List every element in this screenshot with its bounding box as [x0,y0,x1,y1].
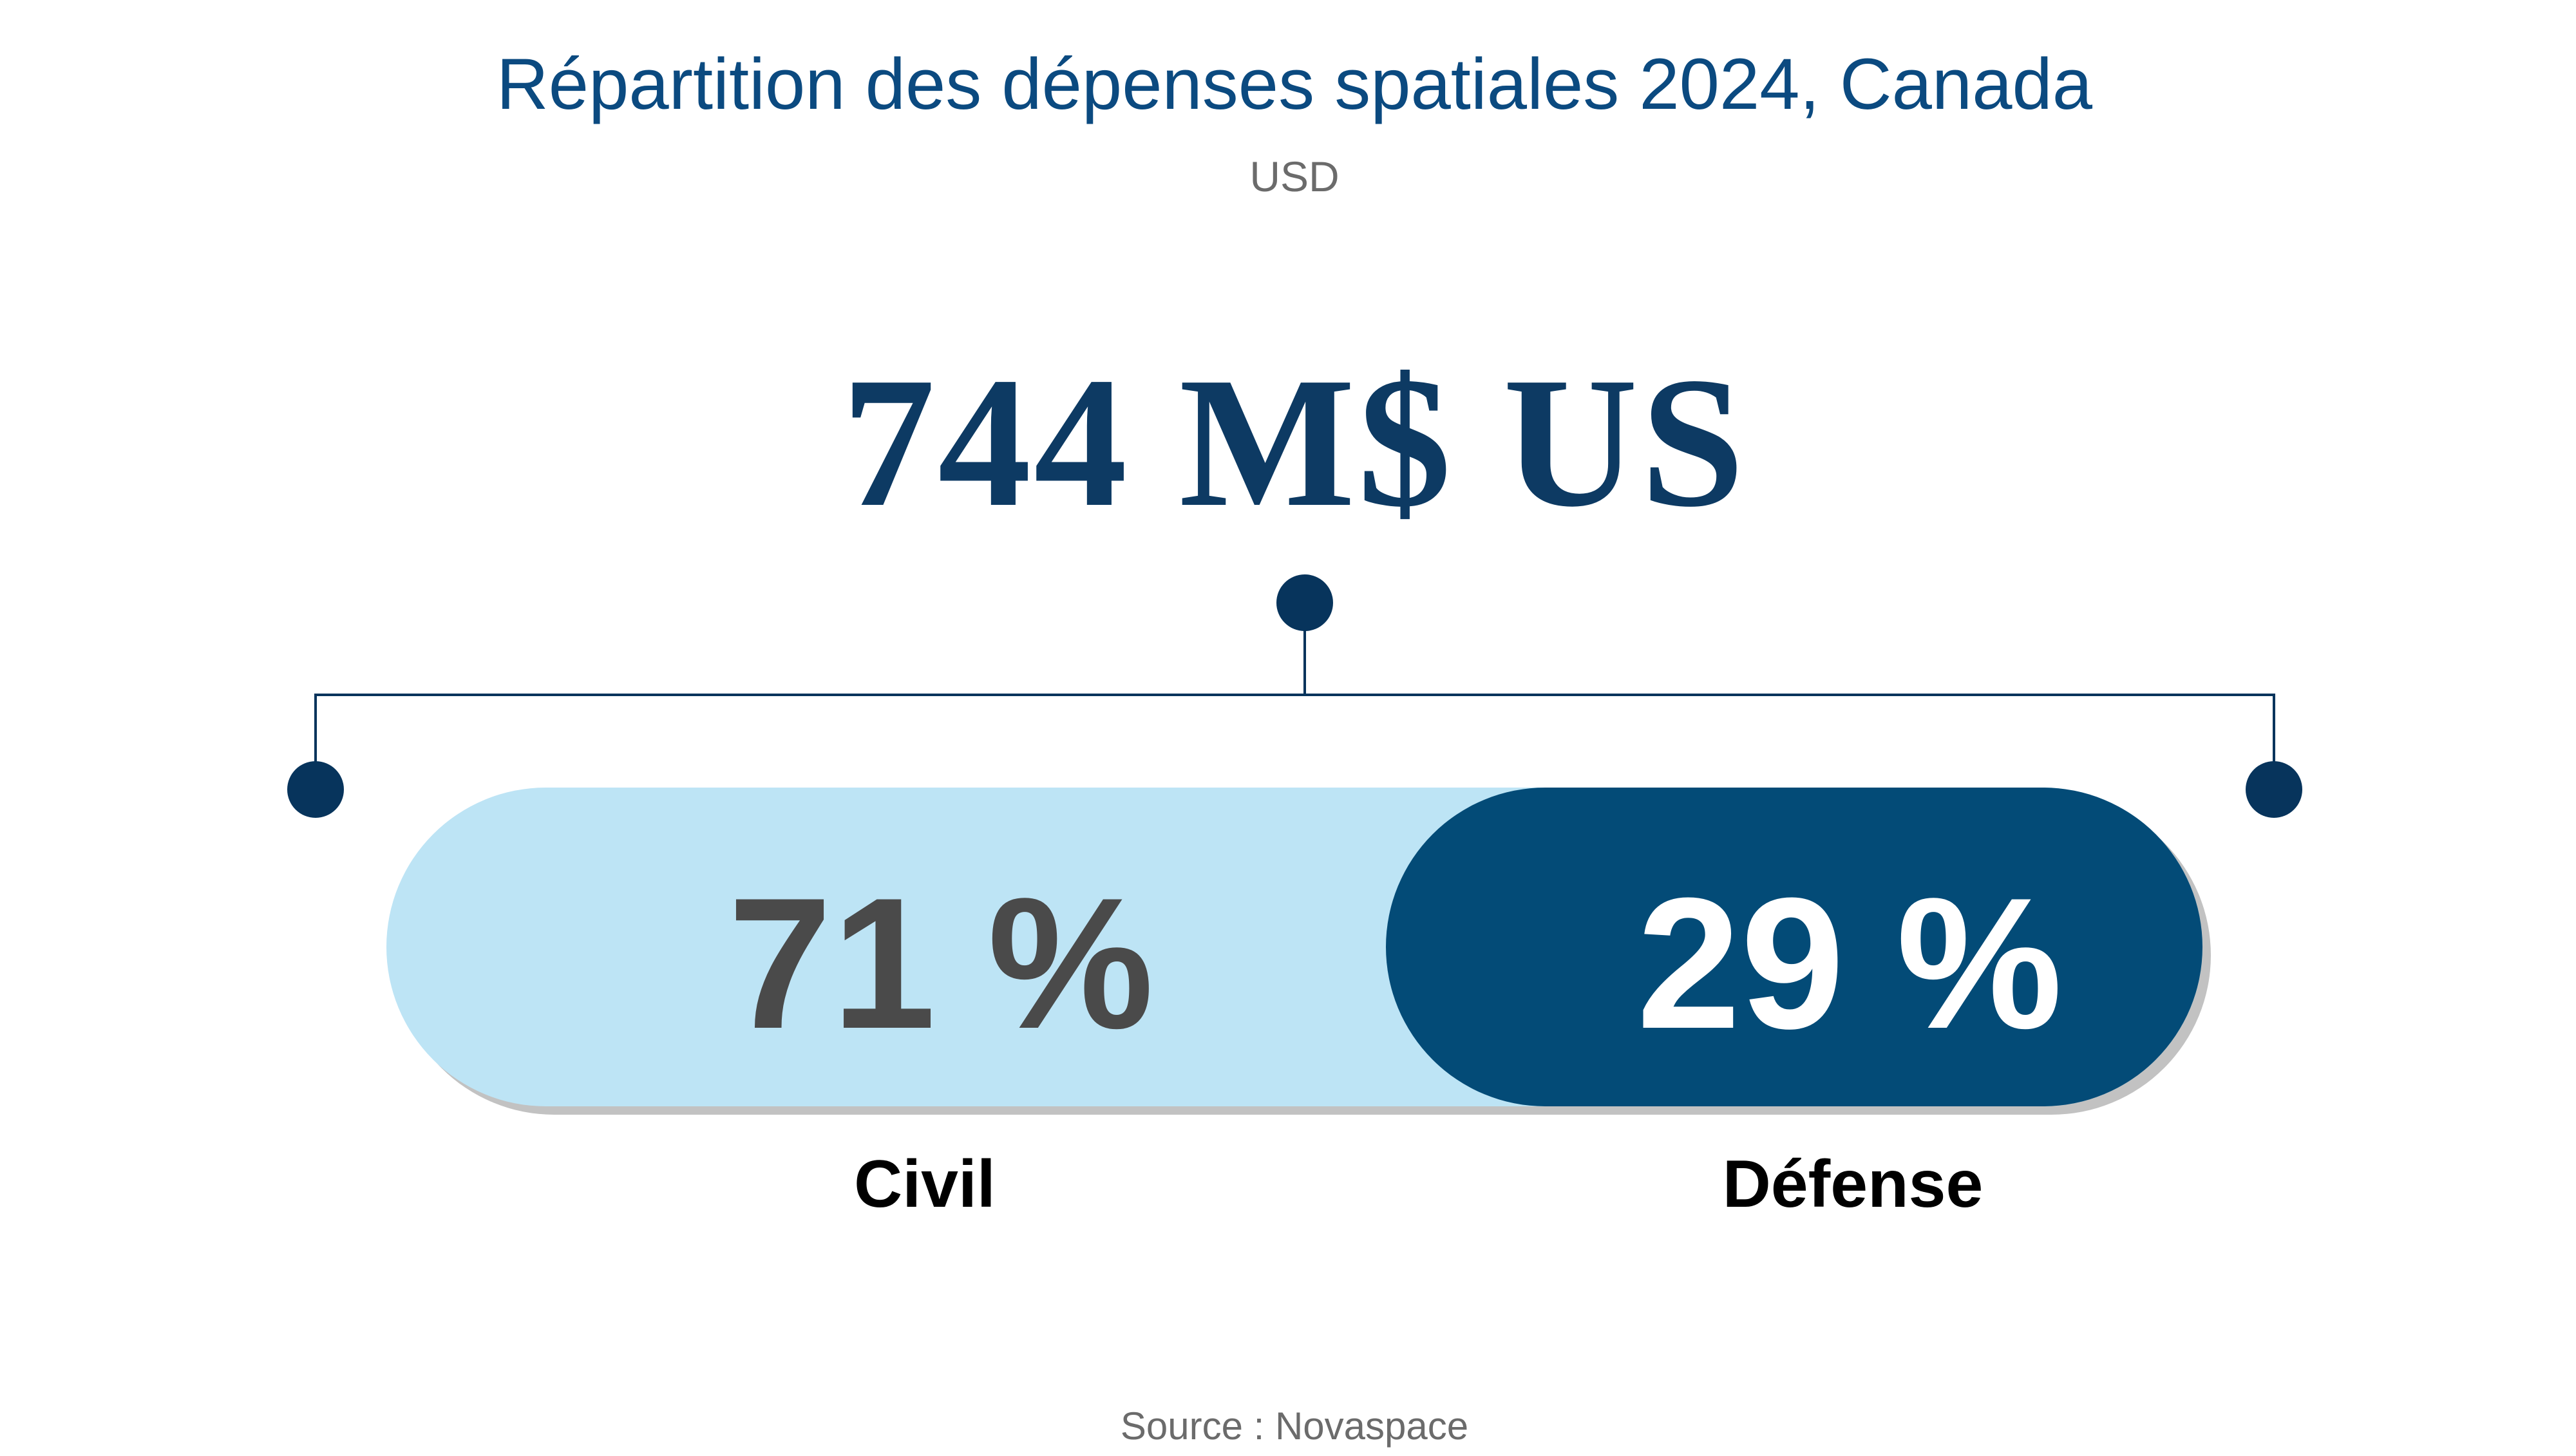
bracket-right-dot [2246,761,2302,818]
bracket-stem [1303,628,1306,696]
chart-title: Répartition des dépenses spatiales 2024,… [496,44,2093,124]
category-label-defense: Défense [1722,1147,1984,1222]
bracket-right-leg [2273,694,2275,764]
value-label-defense: 29 % [1636,859,2063,1068]
chart-subtitle: USD [1249,153,1340,200]
bracket-top-dot [1276,574,1333,631]
total-amount: 744 M$ US [842,339,1747,545]
bracket-left-leg [314,694,317,764]
bar-segment-defense [1386,788,2202,1106]
bracket-horizontal-line [314,694,2275,696]
value-label-civil: 71 % [728,859,1154,1068]
category-label-civil: Civil [854,1147,996,1222]
bracket-left-dot [287,761,344,818]
source-note: Source : Novaspace [1120,1404,1469,1448]
